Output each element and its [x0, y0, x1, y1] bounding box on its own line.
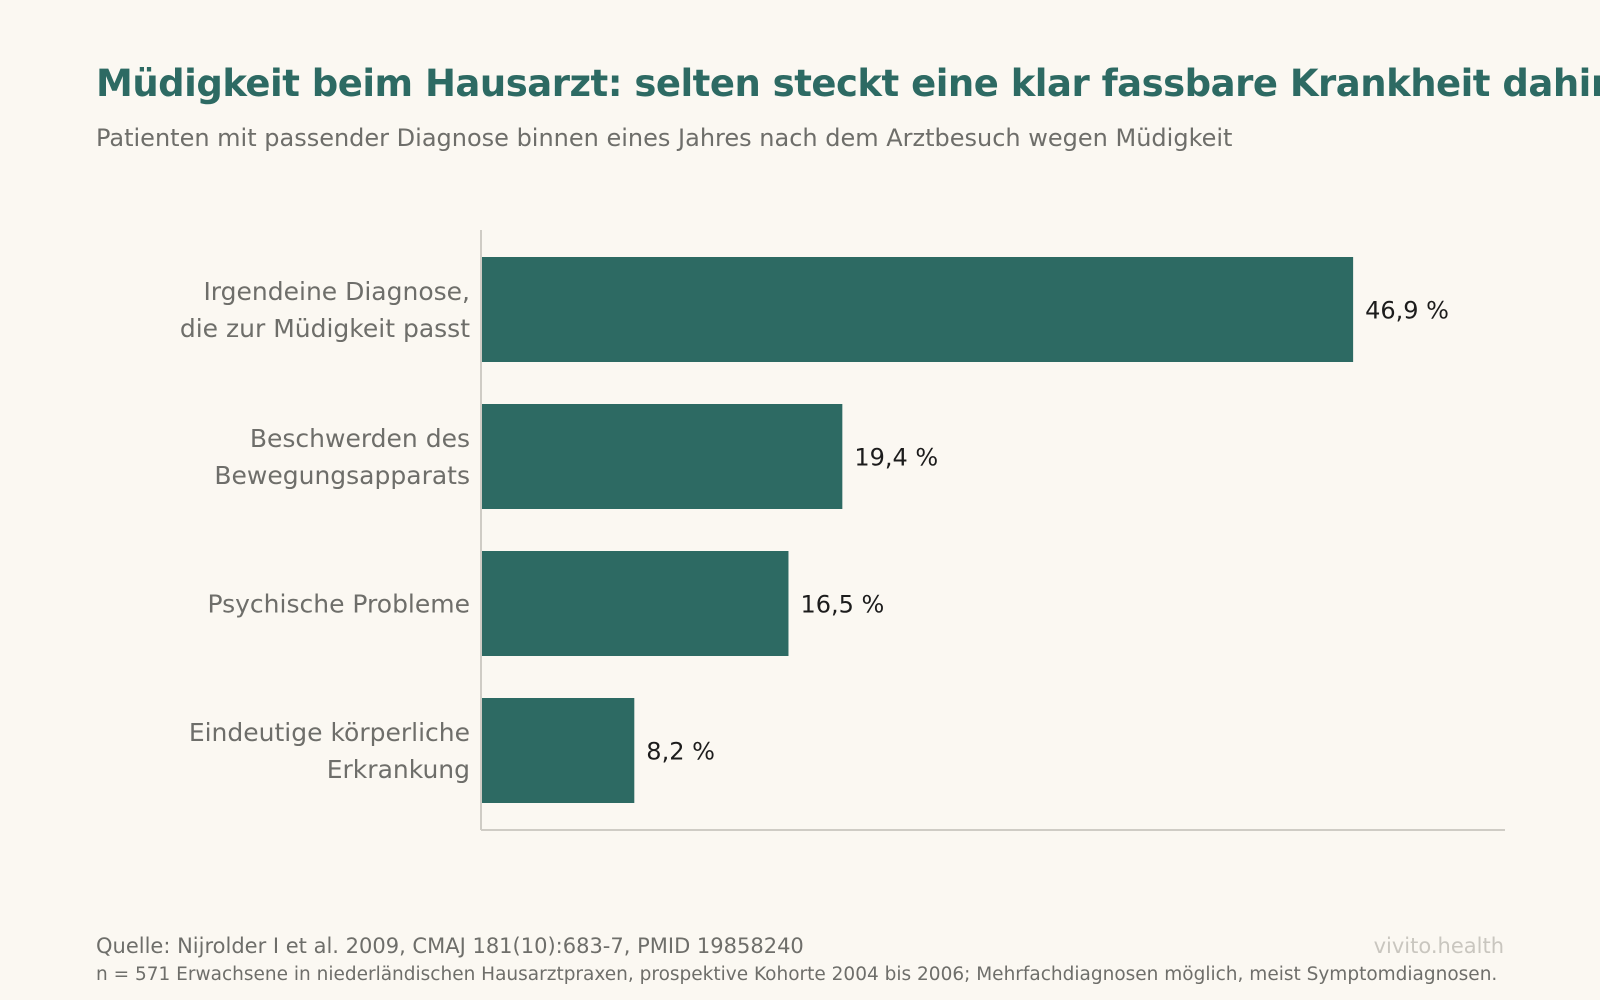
chart-subtitle: Patienten mit passender Diagnose binnen …: [96, 124, 1233, 152]
category-label-4-line-2: Erkrankung: [327, 755, 470, 784]
category-label-3-line-1: Psychische Probleme: [207, 590, 470, 619]
chart-title: Müdigkeit beim Hausarzt: selten steckt e…: [96, 62, 1600, 105]
category-label-2-line-1: Beschwerden des: [250, 424, 470, 453]
category-label-2-line-2: Bewegungsapparats: [214, 461, 470, 490]
bar-3: [482, 551, 789, 656]
category-label-1-line-1: Irgendeine Diagnose,: [203, 277, 470, 306]
source-citation: Quelle: Nijrolder I et al. 2009, CMAJ 18…: [96, 934, 804, 958]
value-label-4: 8,2 %: [646, 738, 715, 766]
bar-2: [482, 404, 843, 509]
bar-1: [482, 257, 1354, 362]
chart-marks: 46,9 % Irgendeine Diagnose, die zur Müdigk…: [180, 257, 1449, 803]
brand-watermark: vivito.health: [1373, 934, 1504, 958]
category-label-1-line-2: die zur Müdigkeit passt: [180, 314, 470, 343]
category-label-4-line-1: Eindeutige körperliche: [189, 718, 470, 747]
sample-note: n = 571 Erwachsene in niederländischen H…: [96, 964, 1498, 985]
value-label-2: 19,4 %: [854, 444, 938, 472]
bar-chart: 46,9 % Irgendeine Diagnose, die zur Müdigk…: [180, 230, 1505, 831]
value-label-3: 16,5 %: [800, 591, 884, 619]
value-label-1: 46,9 %: [1365, 297, 1449, 325]
bar-4: [482, 698, 635, 803]
